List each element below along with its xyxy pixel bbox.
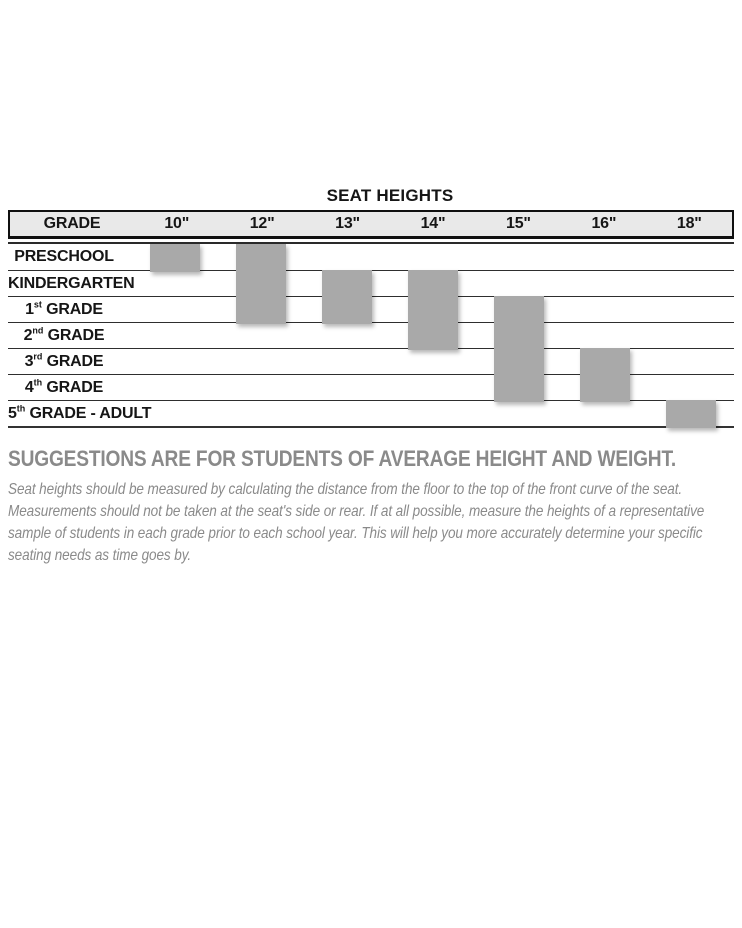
seat-height-bar-4 [408,270,458,350]
grade-label: 3rd GRADE [24,351,104,370]
table-body: PRESCHOOL KINDERGARTEN 1st GRADE 2nd GRA… [8,244,734,428]
grade-label: 1st GRADE [25,299,103,318]
seat-height-bar-2 [236,244,286,324]
column-header-13in: 13" [335,215,360,232]
column-header-18in: 18" [676,215,702,232]
note-heading: SUGGESTIONS ARE FOR STUDENTS OF AVERAGE … [8,446,676,471]
table-row-4th-grade: 4th GRADE [8,374,734,400]
seat-height-bar-7 [666,400,716,428]
column-header-12in: 12" [249,215,275,232]
column-header-15in: 15" [506,215,531,232]
column-header-10in: 10" [164,215,190,232]
column-header-14in: 14" [420,215,446,232]
column-header-16in: 16" [591,215,617,232]
table-header-row: GRADE 10" 12" 13" 14" 15" 16" 18" [8,210,734,239]
grade-label: 4th GRADE [24,377,104,396]
grade-label: PRESCHOOL [14,248,114,265]
grade-label: 5th GRADE - ADULT [8,403,152,422]
table-row-5th-grade-adult: 5th GRADE - ADULT [8,400,734,426]
table-row-2nd-grade: 2nd GRADE [8,322,734,348]
grade-label: KINDERGARTEN [8,274,135,292]
grade-label: 2nd GRADE [23,325,105,344]
seat-height-bar-3 [322,270,372,324]
seat-heights-table: GRADE 10" 12" 13" 14" 15" 16" 18" PRESCH… [8,210,734,428]
header-divider-gap [8,239,734,242]
header-divider-rule [8,242,734,244]
seat-height-bar-1 [150,244,200,272]
note-body: Seat heights should be measured by calcu… [8,481,705,564]
chart-title: SEAT HEIGHTS [326,186,454,205]
table-row-preschool: PRESCHOOL [8,244,734,270]
seat-height-bar-5 [494,296,544,402]
seat-height-bar-6 [580,348,630,402]
table-row-3rd-grade: 3rd GRADE [8,348,734,374]
column-header-grade: GRADE [43,215,101,232]
seat-height-chart-page: SEAT HEIGHTS GRADE 10" 12" 13" 14" 15" 1… [0,186,742,567]
